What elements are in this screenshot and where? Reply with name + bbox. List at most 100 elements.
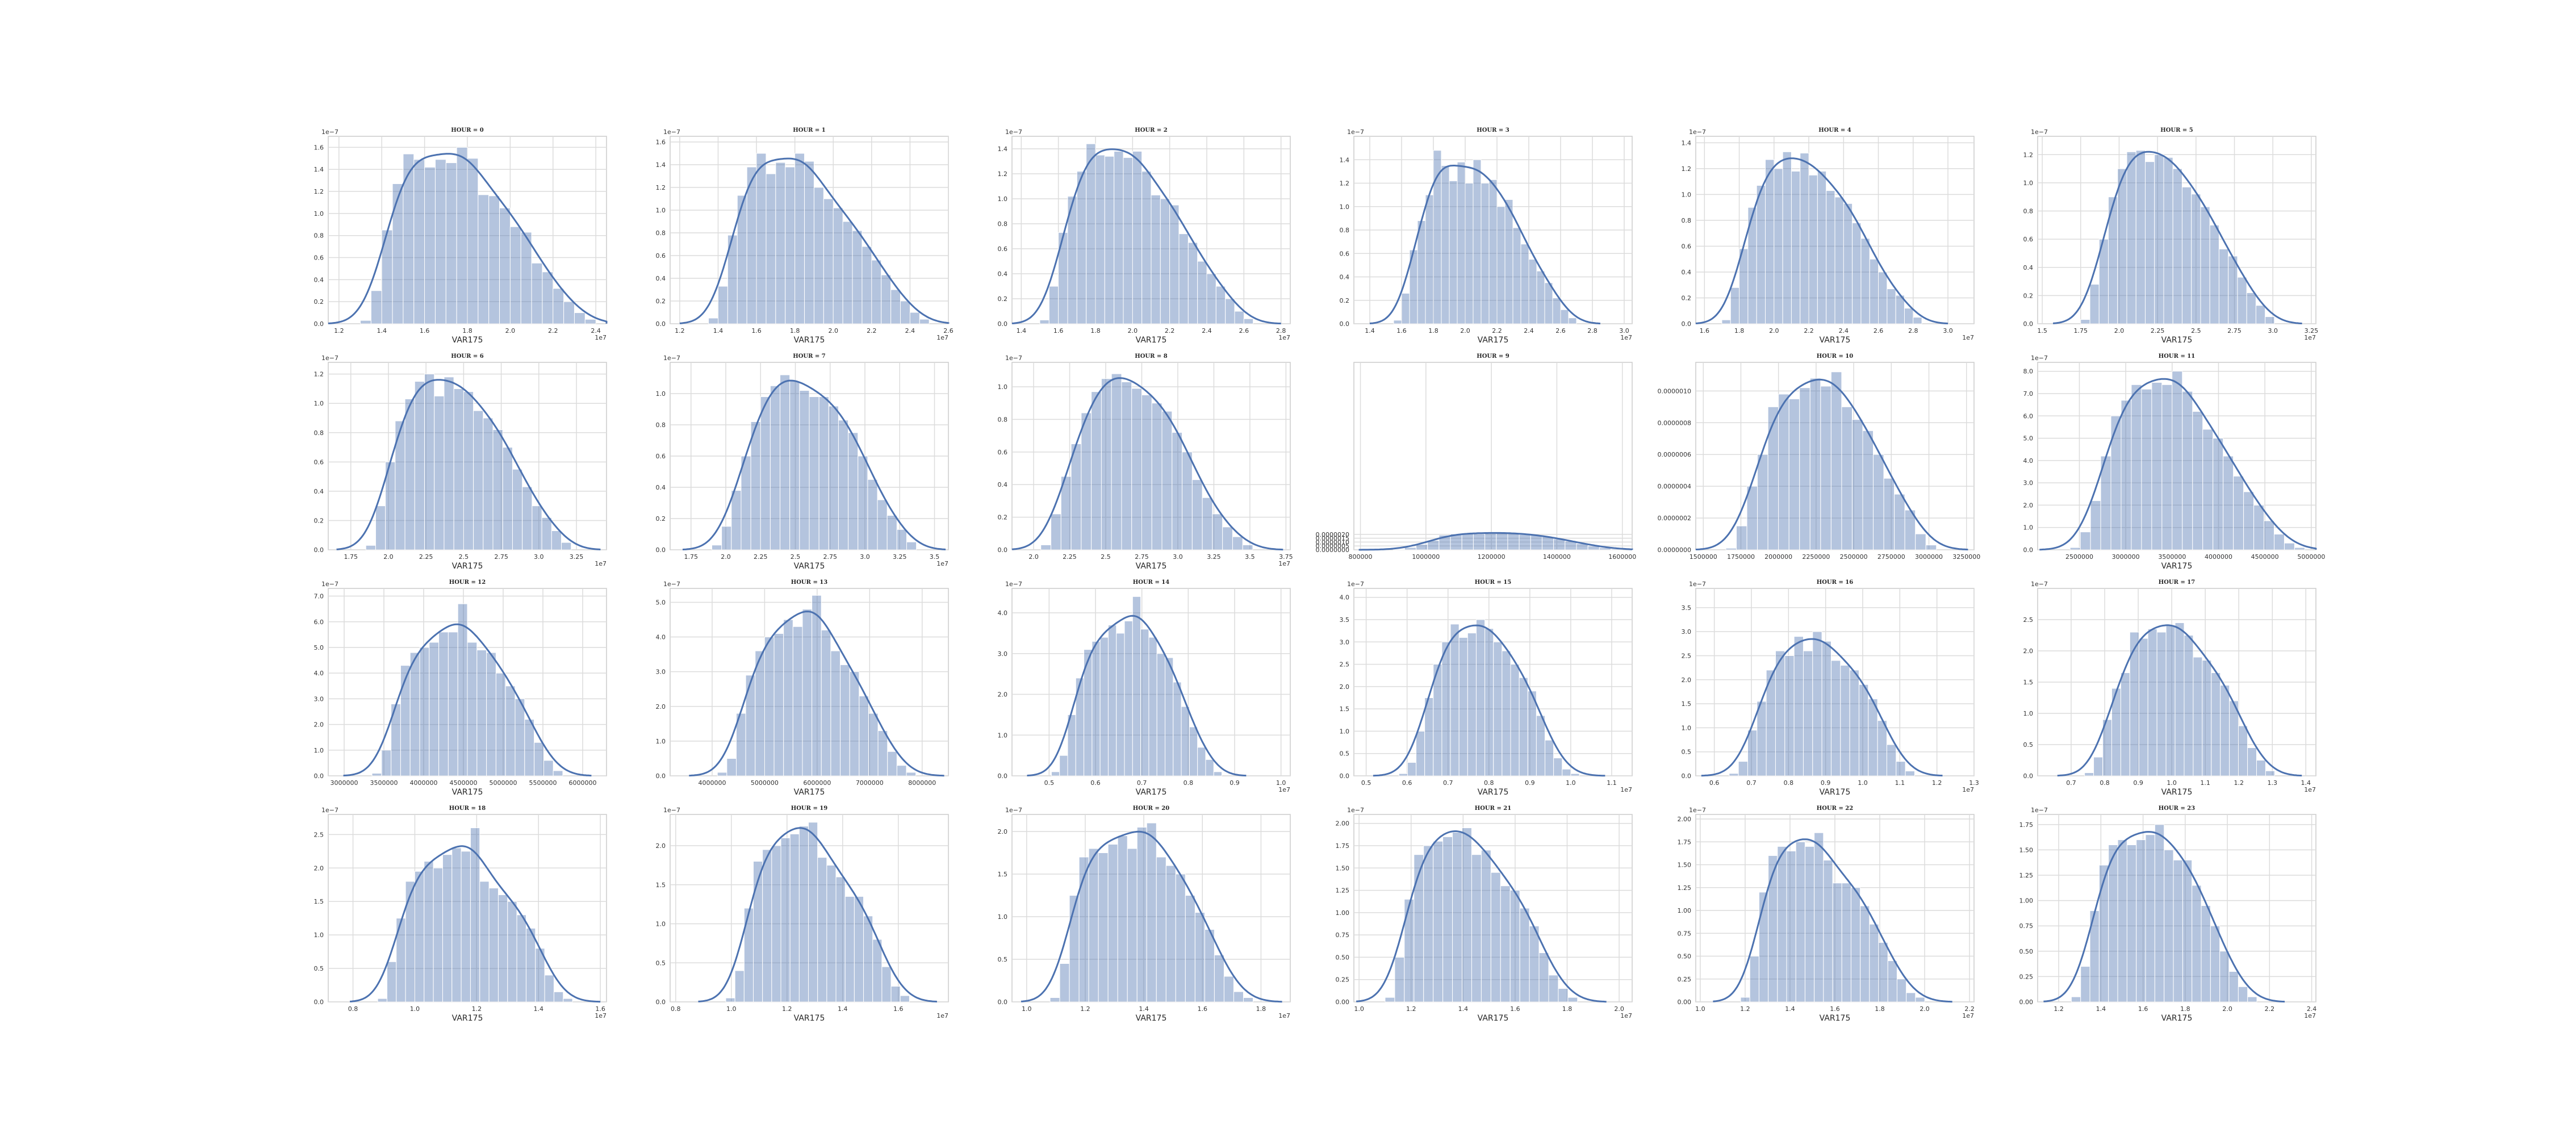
histogram-bar: [896, 529, 907, 550]
histogram-bar: [2229, 700, 2239, 776]
histogram-bar: [456, 147, 468, 324]
histogram-bar: [871, 260, 882, 324]
histogram-bar: [360, 320, 371, 324]
histogram-bar: [365, 545, 376, 550]
kde-curve: [349, 845, 601, 1003]
histogram-bar: [1777, 846, 1787, 1002]
histogram-bar: [409, 652, 420, 776]
histogram-bar: [434, 395, 445, 550]
y-tick-label: 1.0: [998, 732, 1008, 739]
y-tick-label: 1.0: [998, 195, 1008, 203]
y-tick-label: 1.00: [1678, 907, 1692, 914]
histogram-bar: [1519, 677, 1528, 776]
histogram-bar: [1039, 319, 1049, 324]
histogram-bar: [507, 901, 517, 1002]
histogram-bar: [1913, 317, 1922, 324]
y-tick-label: 1.2: [1340, 180, 1350, 187]
y-tick-label: 0.4: [1682, 269, 1692, 276]
y-tick-label: 1.2: [656, 184, 666, 191]
histogram-bar: [486, 652, 496, 776]
histogram-bar: [2174, 622, 2185, 776]
kde-curve: [1373, 624, 1605, 777]
histogram-bar: [721, 526, 732, 550]
histogram-bar: [1804, 846, 1815, 1002]
histogram-bar: [1462, 828, 1472, 1002]
y-tick-label: 4.0: [1340, 594, 1350, 601]
histogram-bar: [2117, 839, 2127, 1002]
histogram-bar: [1747, 730, 1758, 776]
y-offset-label: 1e−7: [1005, 806, 1022, 814]
x-tick-label: 1.0: [410, 1005, 420, 1013]
x-tick-label: 1000000: [1412, 553, 1440, 561]
histogram-bar: [1123, 157, 1133, 324]
x-axis-label: VAR175: [2161, 562, 2193, 571]
histogram-bar: [1721, 319, 1731, 324]
histogram-bar: [2192, 885, 2202, 1002]
y-tick-label: 1.2: [2023, 151, 2034, 158]
histogram-bar: [783, 619, 793, 776]
histogram-bar: [1528, 259, 1537, 324]
y-tick-label: 4.0: [998, 609, 1008, 617]
x-tick-label: 2.75: [2227, 327, 2242, 335]
histogram-bar: [534, 742, 544, 776]
histogram-bar: [551, 530, 562, 550]
y-tick-label: 0.2: [314, 517, 324, 524]
histogram-bar: [584, 319, 596, 324]
y-tick-label: 3.0: [314, 695, 324, 703]
histogram-bar: [1404, 899, 1415, 1002]
histogram-bar: [780, 374, 791, 550]
histogram-bar: [1862, 430, 1874, 550]
histogram-bar: [1205, 759, 1214, 776]
histogram-bar: [499, 207, 511, 324]
x-offset-label: 1e7: [2304, 334, 2316, 341]
histogram-bar: [1841, 883, 1851, 1002]
histogram-bar: [1457, 161, 1466, 324]
histogram-bar: [1851, 419, 1863, 550]
subplot-hour-20: 1.0 1.2 1.4 1.6 1.8 0.0 0.5 1.0 1.5 2.0 HOUR = 20 V…: [998, 805, 1291, 1023]
histogram-bar: [1206, 273, 1216, 324]
histogram-bar: [1894, 494, 1905, 550]
x-tick-label: 1.6: [1830, 1005, 1840, 1013]
histogram-bar: [1520, 244, 1529, 324]
histogram-bar: [848, 432, 859, 550]
y-tick-label: 0.0000006: [1658, 451, 1692, 458]
y-tick-label: 2.5: [1340, 661, 1350, 668]
kde-curve: [1021, 830, 1282, 1003]
x-offset-label: 1e7: [1278, 334, 1290, 341]
y-offset-label: 1e−7: [2031, 354, 2048, 362]
y-tick-label: 0.0000004: [1658, 483, 1692, 490]
y-offset-label: 1e−7: [1347, 580, 1364, 588]
subplot-title: HOUR = 15: [1475, 579, 1511, 586]
plot-area: [1011, 814, 1291, 1002]
histogram-bar: [1502, 650, 1511, 776]
histogram-bar: [2071, 996, 2081, 1002]
plot-area: [1695, 362, 1975, 550]
histogram-bar: [1795, 841, 1805, 1002]
histogram-bar: [2294, 547, 2305, 550]
y-tick-label: 0.50: [1678, 953, 1692, 960]
x-tick-label: 2.4: [905, 327, 915, 335]
histogram-bar: [1040, 544, 1052, 550]
x-tick-label: 1.4: [1785, 1005, 1795, 1013]
x-tick-label: 0.7: [1137, 779, 1147, 787]
histogram-bar: [512, 469, 523, 550]
y-tick-label: 2.5: [1682, 652, 1692, 659]
x-offset-label: 1e7: [1278, 560, 1290, 567]
x-tick-label: 1.2: [2234, 779, 2244, 787]
histogram-bar: [1425, 194, 1434, 324]
y-tick-label: 1.50: [1678, 862, 1692, 869]
histogram-bar: [1915, 533, 1926, 550]
x-tick-label: 2.4: [1524, 327, 1534, 335]
x-tick-label: 2.2: [1804, 327, 1814, 335]
x-tick-label: 2500000: [2065, 553, 2093, 561]
histogram-bar: [1194, 912, 1205, 1002]
x-tick-label: 5000000: [2297, 553, 2325, 561]
y-tick-label: 0.5: [1340, 750, 1350, 758]
histogram-bar: [405, 881, 415, 1002]
y-tick-label: 0.6: [998, 245, 1008, 253]
y-tick-label: 0.0: [1340, 320, 1350, 328]
x-tick-label: 2.25: [419, 553, 433, 561]
histogram-bar: [1161, 411, 1173, 550]
histogram-bar: [1156, 653, 1166, 776]
histogram-bar: [1475, 619, 1486, 776]
